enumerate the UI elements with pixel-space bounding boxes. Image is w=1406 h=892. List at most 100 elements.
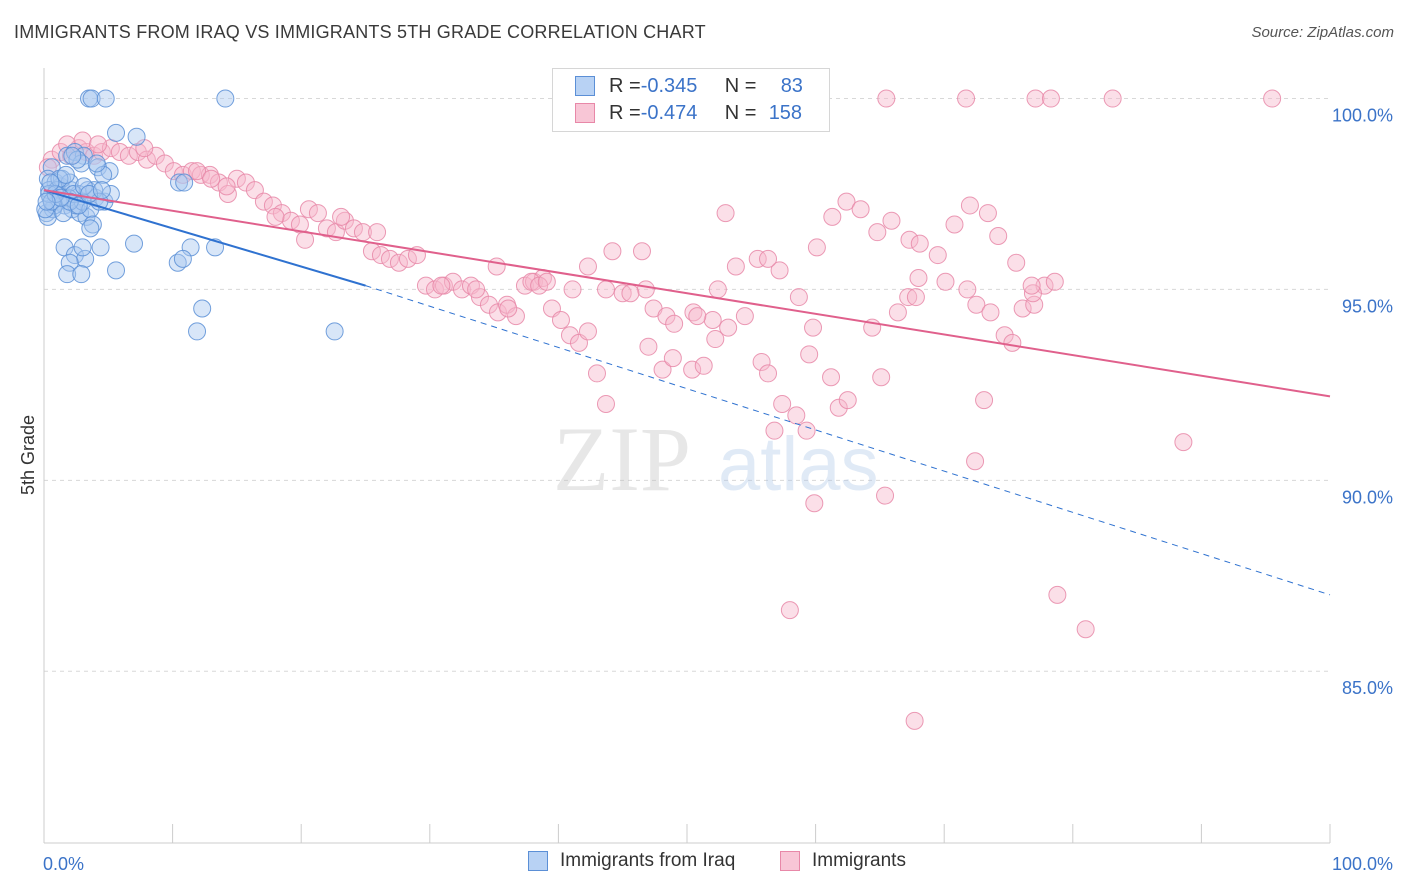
immigrants-point xyxy=(958,280,977,299)
trend-layer xyxy=(43,189,1331,596)
iraq-point xyxy=(325,322,344,341)
immigrants-point xyxy=(551,310,570,329)
immigrants-point xyxy=(752,352,771,371)
immigrants-point xyxy=(452,280,471,299)
immigrants-point xyxy=(110,142,129,161)
immigrants-point xyxy=(823,207,842,226)
immigrants-point xyxy=(807,238,826,257)
immigrants-point xyxy=(719,318,738,337)
iraq-point xyxy=(54,204,73,223)
iraq-point xyxy=(82,89,101,108)
immigrants-point xyxy=(876,486,895,505)
immigrants-point xyxy=(829,398,848,417)
immigrants-point xyxy=(663,349,682,368)
legend-row-immigrants: R = -0.474 N = 158 xyxy=(575,100,802,126)
immigrants-point xyxy=(936,272,955,291)
immigrants-point xyxy=(155,154,174,173)
immigrants-point xyxy=(499,299,518,318)
immigrants-point xyxy=(263,196,282,215)
iraq-point xyxy=(173,249,192,268)
immigrants-point xyxy=(432,276,451,295)
immigrants-point xyxy=(380,249,399,268)
trend-line-iraq-extension xyxy=(365,285,1331,596)
immigrants-point xyxy=(479,295,498,314)
iraq-point xyxy=(92,181,111,200)
bottom-legend-immigrants: Immigrants xyxy=(780,850,906,872)
immigrants-point xyxy=(800,345,819,364)
immigrants-point xyxy=(1263,89,1282,108)
immigrants-point xyxy=(688,307,707,326)
iraq-point xyxy=(60,253,79,272)
legend-r-label: R = xyxy=(609,74,641,97)
immigrants-point xyxy=(765,421,784,440)
immigrants-point xyxy=(804,318,823,337)
immigrants-point xyxy=(332,207,351,226)
immigrants-point xyxy=(787,406,806,425)
bottom-legend-label-iraq: Immigrants from Iraq xyxy=(560,850,736,871)
trend-line-iraq xyxy=(43,189,366,287)
legend-n-value: 158 xyxy=(768,101,803,124)
watermark-atlas: atlas xyxy=(718,422,879,507)
immigrants-point xyxy=(759,364,778,383)
iraq-point xyxy=(94,165,113,184)
immigrants-point xyxy=(773,394,792,413)
immigrants-point xyxy=(759,249,778,268)
immigrants-point xyxy=(665,314,684,333)
immigrants-point xyxy=(560,326,579,345)
immigrants-point xyxy=(371,246,390,265)
immigrants-point xyxy=(603,242,622,261)
immigrants-point xyxy=(910,234,929,253)
immigrants-point xyxy=(266,207,285,226)
watermark: ZIP atlas xyxy=(553,408,879,510)
legend-swatch-iraq xyxy=(575,76,595,96)
iraq-point xyxy=(188,322,207,341)
immigrants-point xyxy=(716,204,735,223)
iraq-point xyxy=(107,261,126,280)
immigrants-point xyxy=(706,330,725,349)
immigrants-point xyxy=(1174,433,1193,452)
immigrants-point xyxy=(838,391,857,410)
immigrants-point xyxy=(587,364,606,383)
immigrants-point xyxy=(398,249,417,268)
legend-r-value: -0.474 xyxy=(640,101,698,124)
iraq-point xyxy=(76,249,95,268)
legend-swatch-immigrants xyxy=(575,103,595,123)
immigrants-point xyxy=(227,169,246,188)
immigrants-point xyxy=(683,360,702,379)
legend-n-label: N = xyxy=(724,101,757,124)
iraq-point xyxy=(37,192,56,211)
immigrants-point xyxy=(1013,299,1032,318)
immigrants-point xyxy=(487,257,506,276)
iraq-point xyxy=(58,265,77,284)
immigrants-point xyxy=(909,268,928,287)
immigrants-point xyxy=(960,196,979,215)
legend-r-label: R = xyxy=(609,101,641,124)
immigrants-point xyxy=(837,192,856,211)
y-tick-label: 85.0% xyxy=(1342,678,1393,698)
immigrants-point xyxy=(726,257,745,276)
immigrants-point xyxy=(317,219,336,238)
immigrants-point xyxy=(872,368,891,387)
x-tick-label-max: 100.0% xyxy=(1332,854,1393,874)
immigrants-point xyxy=(708,280,727,299)
immigrants-point xyxy=(1022,276,1041,295)
immigrants-point xyxy=(344,219,363,238)
immigrants-point xyxy=(877,89,896,108)
immigrants-point xyxy=(868,223,887,242)
immigrants-point xyxy=(416,276,435,295)
immigrants-point xyxy=(578,257,597,276)
immigrants-point xyxy=(636,280,655,299)
immigrants-point xyxy=(882,211,901,230)
immigrants-point xyxy=(1103,89,1122,108)
immigrants-point xyxy=(770,261,789,280)
iraq-point xyxy=(216,89,235,108)
source-label: Source: ZipAtlas.com xyxy=(1251,24,1394,41)
watermark-zip: ZIP xyxy=(553,408,691,510)
immigrants-point xyxy=(797,421,816,440)
iraq-point xyxy=(41,173,60,192)
immigrants-point xyxy=(613,284,632,303)
y-tick-label: 100.0% xyxy=(1332,106,1393,126)
immigrants-point xyxy=(694,356,713,375)
immigrants-point xyxy=(928,246,947,265)
immigrants-point xyxy=(945,215,964,234)
